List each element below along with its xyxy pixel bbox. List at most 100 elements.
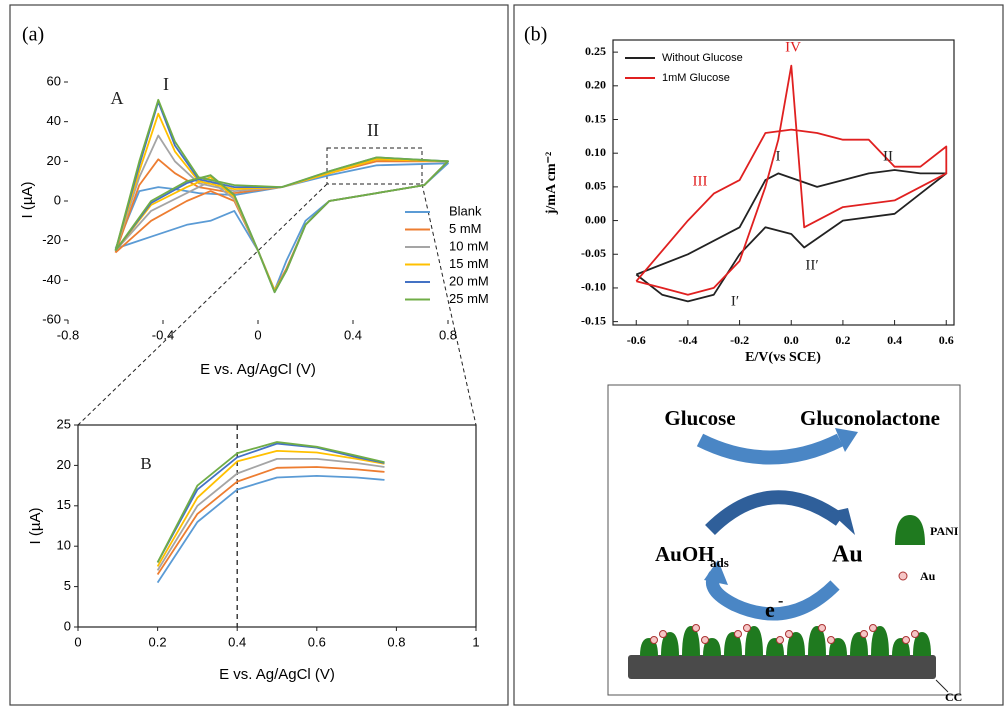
x-tick-label: -0.4: [152, 327, 174, 342]
diagram-label: AuOH: [655, 542, 715, 566]
legend-label: 1mM Glucose: [662, 72, 730, 84]
y-tick-label: 25: [57, 416, 71, 431]
pani-layer: [640, 624, 931, 656]
x-tick-label: 0: [254, 327, 261, 342]
x-tick-label: -0.8: [57, 327, 79, 342]
y-tick-label: 15: [57, 497, 71, 512]
y-tick-label: 40: [47, 113, 61, 128]
x-tick-label: -0.2: [730, 333, 749, 347]
plot-frame: [612, 39, 955, 326]
x-tick-label: 0.2: [835, 333, 850, 347]
x-tick-label: 0.2: [149, 634, 167, 649]
y-tick-label: -0.10: [581, 280, 606, 294]
series-line: [635, 169, 948, 303]
au-particle: [818, 624, 826, 632]
diagram-label: CC: [945, 690, 962, 704]
au-particle: [911, 630, 919, 638]
series-line: [114, 162, 449, 292]
arrow: [706, 571, 840, 621]
pani-icon: [895, 515, 925, 545]
annotation: I′: [731, 293, 739, 309]
pani-bump: [661, 632, 679, 656]
pani-bump: [682, 626, 700, 656]
y-tick-label: 0.10: [585, 145, 606, 159]
y-tick-label: 0.20: [585, 78, 606, 92]
x-tick-label: -0.6: [627, 333, 646, 347]
panel-label: (a): [22, 24, 44, 46]
y-tick-label: 0.05: [585, 179, 606, 193]
x-tick-label: 0.6: [939, 333, 954, 347]
annotation: I: [776, 148, 781, 164]
diagram-label: Glucose: [664, 406, 735, 430]
legend-label: 20 mM: [449, 273, 489, 288]
x-axis-label: E vs. Ag/AgCl (V): [200, 361, 316, 378]
diagram-label: -: [778, 593, 783, 610]
x-tick-label: 0.6: [308, 634, 326, 649]
series-line: [156, 466, 385, 575]
diagram-label: Gluconolactone: [800, 406, 940, 430]
arrow: [705, 490, 845, 536]
pani-bump: [808, 626, 826, 656]
y-tick-label: 20: [57, 457, 71, 472]
y-tick-label: 0: [64, 618, 71, 633]
au-particle: [650, 636, 658, 644]
panel-frame: [9, 4, 509, 706]
substrate: [628, 655, 936, 679]
y-tick-label: 10: [57, 538, 71, 553]
series-line: [114, 98, 449, 294]
x-axis-label: E/V(vs SCE): [745, 350, 821, 365]
x-tick-label: 0.8: [439, 327, 457, 342]
pani-bump: [787, 632, 805, 656]
y-tick-label: -0.05: [581, 246, 606, 260]
series-line: [156, 458, 385, 571]
legend-label: 10 mM: [449, 238, 489, 253]
au-icon: [898, 571, 908, 581]
x-tick-label: 0: [74, 634, 81, 649]
x-tick-label: 0.8: [387, 634, 405, 649]
y-tick-label: 0.15: [585, 111, 606, 125]
arrow: [696, 433, 844, 465]
diagram-label: ads: [710, 555, 729, 570]
au-particle: [734, 630, 742, 638]
x-tick-label: 1: [472, 634, 479, 649]
mechanism-diagram: Glucose Gluconolactone AuOH ads Au e - P…: [607, 384, 962, 704]
y-axis-label: I (µA): [19, 182, 36, 219]
legend-label: Blank: [449, 203, 482, 218]
annotation: III: [693, 173, 708, 189]
arrow-head: [835, 428, 858, 452]
annotation: I: [163, 74, 169, 94]
diagram-label: e: [765, 597, 775, 622]
pani-bump: [913, 632, 931, 656]
au-particle: [659, 630, 667, 638]
annotation: B: [140, 454, 151, 473]
y-axis-label: I (µA): [27, 508, 44, 545]
pani-bump: [850, 632, 868, 656]
pani-bump: [745, 626, 763, 656]
x-tick-label: 0.4: [344, 327, 362, 342]
au-particle: [743, 624, 751, 632]
pointer: [935, 679, 949, 693]
x-tick-label: 0.4: [887, 333, 902, 347]
y-tick-label: 5: [64, 578, 71, 593]
x-tick-label: -0.4: [678, 333, 697, 347]
au-particle: [776, 636, 784, 644]
y-tick-label: -60: [42, 311, 61, 326]
panel-frame: [513, 4, 1004, 706]
series-line: [114, 112, 449, 292]
annotation: IV: [785, 39, 801, 55]
legend-label: Without Glucose: [662, 52, 743, 64]
series-line: [156, 475, 385, 584]
series-line: [635, 64, 948, 296]
series-line: [156, 442, 385, 563]
pani-bump: [871, 626, 889, 656]
y-tick-label: 0.00: [585, 212, 606, 226]
y-tick-label: -40: [42, 272, 61, 287]
y-tick-label: 0.25: [585, 44, 606, 58]
series-line: [156, 450, 385, 567]
panel-label: (b): [524, 24, 547, 46]
zoom-box: [326, 147, 423, 185]
y-tick-label: -20: [42, 232, 61, 247]
x-axis-label: E vs. Ag/AgCl (V): [219, 666, 335, 683]
